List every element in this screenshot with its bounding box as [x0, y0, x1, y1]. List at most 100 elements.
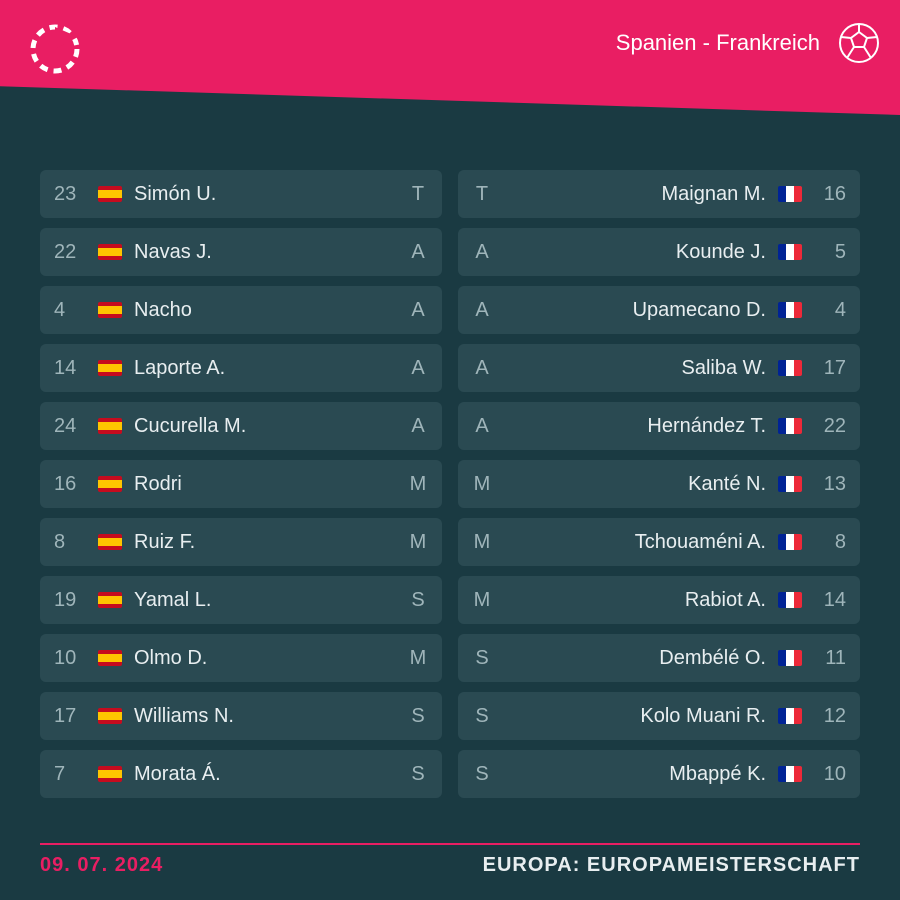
player-number: 7 — [54, 763, 86, 786]
player-number: 10 — [54, 647, 86, 670]
player-name: Rodri — [134, 473, 408, 496]
player-row: 8Tchouaméni A.M — [458, 518, 860, 566]
player-name: Maignan M. — [492, 183, 766, 206]
player-row: 14 Rabiot A.M — [458, 576, 860, 624]
player-position: S — [472, 705, 492, 728]
flag-icon — [778, 534, 802, 550]
home-team-column: 23Simón U.T 22Navas J.A 4NachoA 14Laport… — [40, 170, 442, 810]
player-name: Tchouaméni A. — [492, 531, 766, 554]
player-row: 4 Upamecano D.A — [458, 286, 860, 334]
player-row: 22 Hernández T.A — [458, 402, 860, 450]
lineup-card: Spanien - Frankreich 23 Simón U.T 22 Navas… — [0, 0, 900, 900]
player-name: Mbappé K. — [492, 763, 766, 786]
flag-icon — [778, 360, 802, 376]
flag-icon — [98, 360, 122, 376]
competition-name: EUROPA: EUROPAMEISTERSCHAFT — [483, 854, 860, 877]
player-row: 12Kolo Muani R.S — [458, 692, 860, 740]
lineups-container: 23Simón U.T 22Navas J.A 4NachoA 14Laport… — [40, 170, 860, 810]
flag-icon — [98, 592, 122, 608]
player-number: 17 — [814, 357, 846, 380]
player-name: Ruiz F. — [134, 531, 408, 554]
player-name: Olmo D. — [134, 647, 408, 670]
player-position: A — [472, 415, 492, 438]
player-name: Kounde J. — [492, 241, 766, 264]
player-row: 4NachoA — [40, 286, 442, 334]
football-icon — [838, 22, 880, 64]
flag-icon — [98, 244, 122, 260]
player-row: 24 Cucurella M.A — [40, 402, 442, 450]
player-number: 22 — [814, 415, 846, 438]
player-name: Cucurella M. — [134, 415, 408, 438]
player-name: Kanté N. — [492, 473, 766, 496]
player-row: 5Kounde J.A — [458, 228, 860, 276]
match-date: 09. 07. 2024 — [40, 854, 163, 877]
flag-icon — [98, 766, 122, 782]
player-number: 19 — [54, 589, 86, 612]
player-number: 16 — [814, 183, 846, 206]
player-name: Williams N. — [134, 705, 408, 728]
player-row: 13 Kanté N.M — [458, 460, 860, 508]
flag-icon — [98, 708, 122, 724]
player-name: Morata Á. — [134, 763, 408, 786]
flag-icon — [778, 592, 802, 608]
player-position: A — [408, 357, 428, 380]
flag-icon — [778, 708, 802, 724]
player-position: A — [408, 299, 428, 322]
flag-icon — [778, 476, 802, 492]
flag-icon — [98, 534, 122, 550]
player-position: A — [472, 299, 492, 322]
player-position: S — [472, 647, 492, 670]
away-team-column: 16Maignan M.T 5Kounde J.A 4Upamecano D.A… — [458, 170, 860, 810]
player-name: Simón U. — [134, 183, 408, 206]
player-name: Yamal L. — [134, 589, 408, 612]
player-row: 7 Morata Á.S — [40, 750, 442, 798]
player-name: Upamecano D. — [492, 299, 766, 322]
player-name: Dembélé O. — [492, 647, 766, 670]
flag-icon — [778, 418, 802, 434]
flag-icon — [98, 302, 122, 318]
player-number: 14 — [54, 357, 86, 380]
player-name: Saliba W. — [492, 357, 766, 380]
player-number: 5 — [814, 241, 846, 264]
player-number: 24 — [54, 415, 86, 438]
player-number: 8 — [54, 531, 86, 554]
player-name: Laporte A. — [134, 357, 408, 380]
player-row: 14 Laporte A.A — [40, 344, 442, 392]
player-number: 11 — [814, 647, 846, 670]
player-number: 4 — [814, 299, 846, 322]
player-number: 13 — [814, 473, 846, 496]
player-number: 22 — [54, 241, 86, 264]
player-name: Rabiot A. — [492, 589, 766, 612]
player-row: 16RodriM — [40, 460, 442, 508]
player-position: M — [472, 589, 492, 612]
match-title: Spanien - Frankreich — [616, 30, 820, 56]
player-position: S — [408, 705, 428, 728]
player-row: 11 Dembélé O.S — [458, 634, 860, 682]
player-position: T — [408, 183, 428, 206]
player-position: A — [408, 415, 428, 438]
player-name: Hernández T. — [492, 415, 766, 438]
player-number: 4 — [54, 299, 86, 322]
player-position: A — [472, 357, 492, 380]
player-row: 17 Saliba W.A — [458, 344, 860, 392]
player-row: 17 Williams N.S — [40, 692, 442, 740]
flag-icon — [98, 418, 122, 434]
player-row: 10Mbappé K.S — [458, 750, 860, 798]
flag-icon — [778, 766, 802, 782]
player-row: 22 Navas J.A — [40, 228, 442, 276]
flag-icon — [778, 244, 802, 260]
flag-icon — [98, 476, 122, 492]
player-number: 23 — [54, 183, 86, 206]
player-number: 14 — [814, 589, 846, 612]
player-name: Navas J. — [134, 241, 408, 264]
player-number: 10 — [814, 763, 846, 786]
player-position: A — [408, 241, 428, 264]
player-position: S — [408, 763, 428, 786]
flag-icon — [98, 650, 122, 666]
player-row: 16Maignan M.T — [458, 170, 860, 218]
player-position: M — [472, 473, 492, 496]
footer-bar: 09. 07. 2024 EUROPA: EUROPAMEISTERSCHAFT — [0, 840, 900, 900]
flag-icon — [98, 186, 122, 202]
player-position: S — [408, 589, 428, 612]
player-number: 17 — [54, 705, 86, 728]
